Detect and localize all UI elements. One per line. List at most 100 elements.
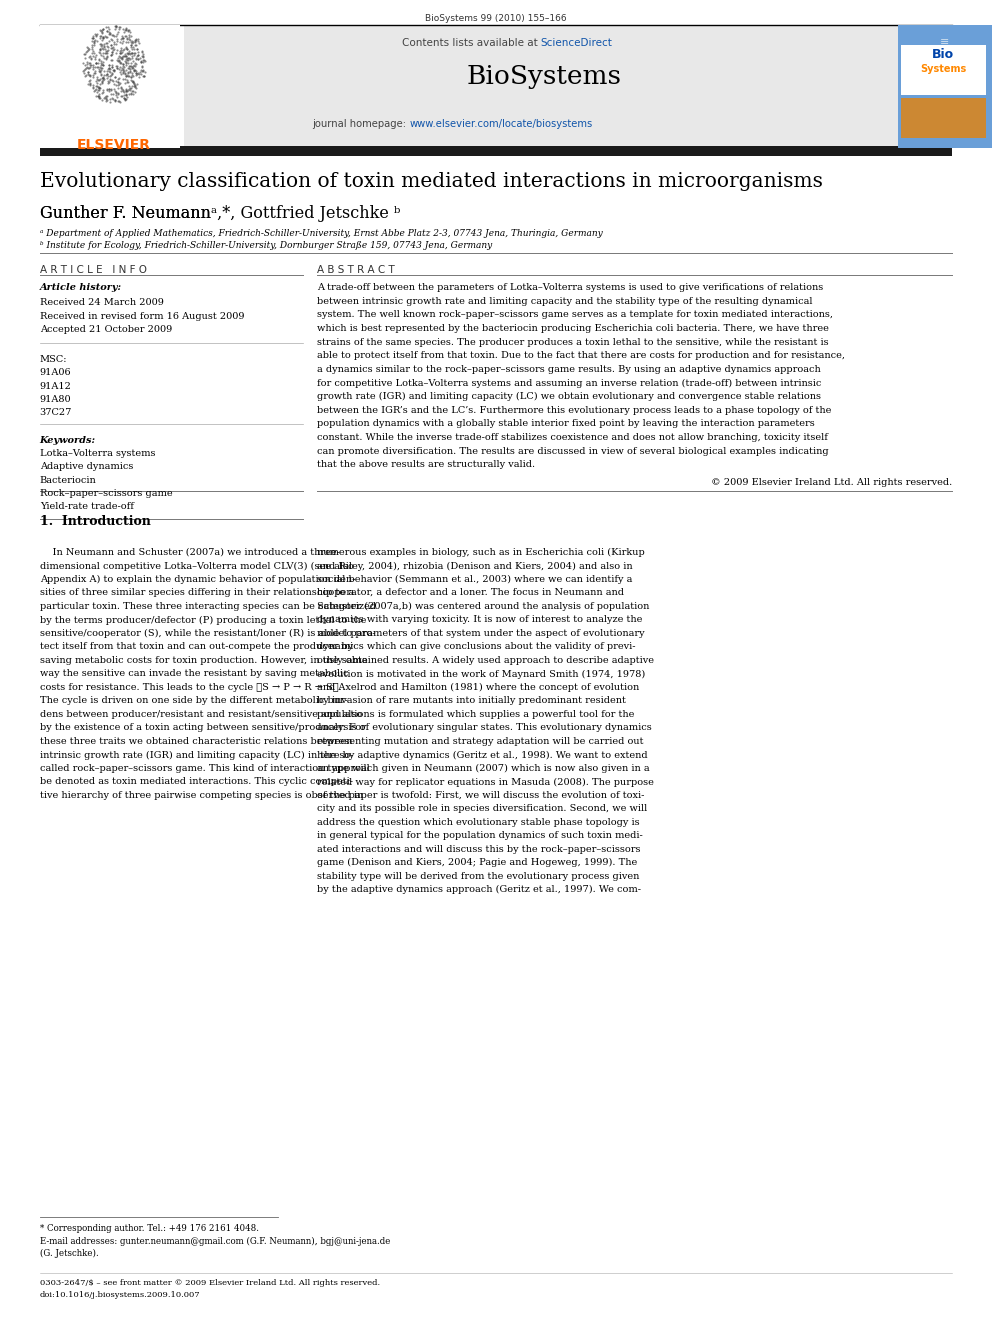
Point [79,53,95,74]
Point [97,42,113,64]
Point [106,32,122,53]
Point [95,54,111,75]
Point [119,28,135,49]
Point [115,62,131,83]
Point [128,77,144,98]
Point [83,28,99,49]
Point [110,77,126,98]
Point [115,61,131,82]
Point [117,46,133,67]
Point [111,19,127,40]
Point [91,41,107,62]
Text: Contents lists available at: Contents lists available at [402,38,541,49]
Point [88,78,104,99]
Text: numerous examples in biology, such as in Escherichia coli (Kirkup: numerous examples in biology, such as in… [317,548,645,557]
Point [120,50,136,71]
Point [98,89,114,110]
Point [112,53,128,74]
Point [123,56,139,77]
Text: Systems: Systems [921,64,966,74]
Point [101,21,117,42]
Point [98,48,114,69]
Point [112,61,128,82]
Text: Bacteriocin: Bacteriocin [40,475,96,484]
Text: by the existence of a toxin acting between sensitive/producer. For: by the existence of a toxin acting betwe… [40,724,366,733]
Point [104,62,120,83]
Point [115,87,131,108]
Point [87,25,103,46]
Point [96,61,112,82]
Point [98,61,114,82]
Point [121,26,137,48]
Point [115,40,131,61]
Point [124,42,140,64]
Point [100,70,116,91]
Point [104,41,120,62]
Point [91,67,107,89]
Point [120,66,136,87]
Text: costs for resistance. This leads to the cycle ⋯S → P → R → S⋯.: costs for resistance. This leads to the … [40,683,341,692]
Point [117,25,133,46]
Point [115,30,131,52]
Point [85,42,101,64]
Point [121,42,137,64]
Point [94,71,110,93]
Point [117,89,133,110]
Point [116,21,132,42]
Point [119,38,135,60]
Text: in general typical for the population dynamics of such toxin medi-: in general typical for the population dy… [317,831,643,840]
Text: by invasion of rare mutants into initially predominant resident: by invasion of rare mutants into initial… [317,696,626,705]
Point [125,58,141,79]
Point [92,26,108,48]
Point [93,50,109,71]
Point [134,56,150,77]
Point [89,30,105,52]
Point [119,86,135,107]
Point [115,79,131,101]
Point [95,66,111,87]
Point [83,48,99,69]
Bar [184,25,898,148]
Point [91,87,107,108]
Point [90,85,106,106]
Point [131,33,147,54]
Point [96,65,112,86]
Point [93,34,109,56]
Text: analysis of evolutionary singular states. This evolutionary dynamics: analysis of evolutionary singular states… [317,724,652,733]
Text: populations is formulated which supplies a powerful tool for the: populations is formulated which supplies… [317,710,635,718]
Point [91,79,107,101]
Point [79,40,95,61]
Point [77,42,93,64]
Point [94,54,110,75]
Point [100,16,116,37]
Point [99,26,115,48]
Text: journal homepage:: journal homepage: [312,119,410,130]
Point [81,70,97,91]
Point [118,17,134,38]
Point [106,78,122,99]
Point [126,75,142,97]
Point [112,46,128,67]
Point [98,87,114,108]
Point [85,81,101,102]
Point [75,61,91,82]
Text: © 2009 Elsevier Ireland Ltd. All rights reserved.: © 2009 Elsevier Ireland Ltd. All rights … [711,478,952,487]
Point [123,82,139,103]
Point [115,28,131,49]
Point [99,64,115,85]
Point [112,91,128,112]
Point [128,54,144,75]
Point [120,44,136,65]
Point [85,57,101,78]
Text: and Riley, 2004), rhizobia (Denison and Kiers, 2004) and also in: and Riley, 2004), rhizobia (Denison and … [317,561,633,570]
Point [127,56,143,77]
Point [99,79,115,101]
Point [89,24,105,45]
Point [106,33,122,54]
Point [113,86,129,107]
Text: game (Denison and Kiers, 2004; Pagie and Hogeweg, 1999). The: game (Denison and Kiers, 2004; Pagie and… [317,859,638,868]
Point [135,44,151,65]
Point [77,54,93,75]
Point [110,50,126,71]
Point [134,57,150,78]
